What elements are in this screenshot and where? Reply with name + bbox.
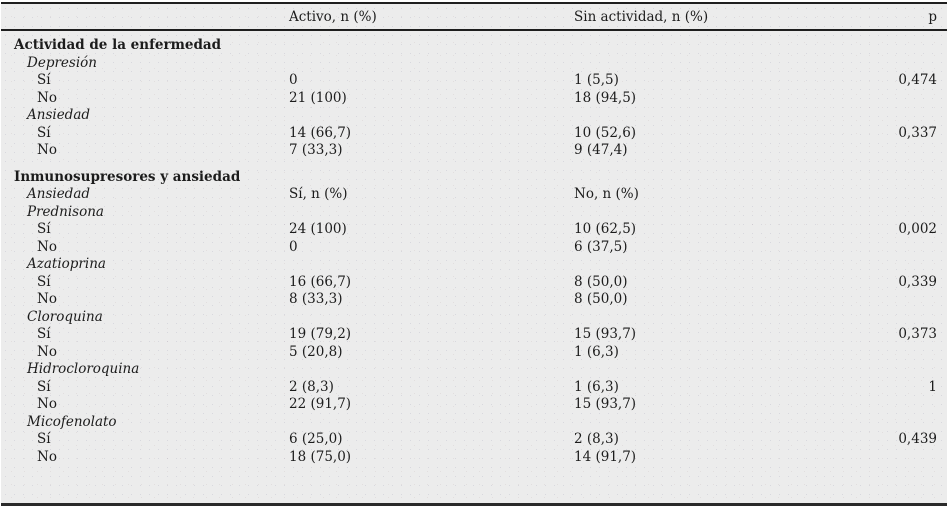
table-row: Azatioprina	[1, 256, 947, 274]
table-row: Sí 24 (100) 10 (62,5) 0,002	[1, 221, 947, 239]
section-header-row: Actividad de la enfermedad	[1, 37, 947, 55]
table-row: No 8 (33,3) 8 (50,0)	[1, 291, 947, 309]
cell-sin-actividad: 8 (50,0)	[574, 291, 628, 307]
table-row: Sí 16 (66,7) 8 (50,0) 0,339	[1, 274, 947, 292]
row-label: Sí	[37, 124, 51, 141]
cell-activo: 5 (20,8)	[289, 343, 343, 360]
results-table: Activo, n (%) Sin actividad, n (%) p Act…	[1, 2, 947, 506]
row-label: Sí	[37, 326, 51, 342]
table-row: No 5 (20,8) 1 (6,3)	[1, 344, 947, 362]
row-label: No	[37, 448, 57, 465]
table-row: No 18 (75,0) 14 (91,7)	[1, 449, 947, 467]
cell-sin-actividad: 14 (91,7)	[574, 448, 637, 465]
table-row: Prednisona	[1, 204, 947, 222]
cell-sin-actividad: 15 (93,7)	[574, 396, 637, 412]
cell-sin-actividad: No, n (%)	[574, 186, 639, 202]
row-label: Cloroquina	[27, 308, 103, 325]
section-title: Inmunosupresores y ansiedad	[14, 168, 241, 185]
cell-activo: 21 (100)	[289, 89, 347, 106]
cell-p-value: 0,002	[898, 221, 937, 237]
cell-p-value: 0,339	[898, 273, 937, 290]
cell-p-value: 0,474	[898, 72, 937, 88]
section-title: Actividad de la enfermedad	[14, 37, 222, 53]
cell-activo: 14 (66,7)	[289, 124, 352, 141]
table-row: No 7 (33,3) 9 (47,4)	[1, 142, 947, 160]
column-header-activo: Activo, n (%)	[289, 9, 377, 25]
cell-sin-actividad: 1 (6,3)	[574, 378, 619, 395]
table-row: Micofenolato	[1, 414, 947, 432]
cell-activo: 0	[289, 238, 298, 255]
cell-sin-actividad: 18 (94,5)	[574, 89, 637, 106]
table-row: Sí 0 1 (5,5) 0,474	[1, 72, 947, 90]
cell-p-value: 0,337	[898, 124, 937, 141]
table-row: Depresión	[1, 55, 947, 73]
table-row: Sí 2 (8,3) 1 (6,3) 1	[1, 379, 947, 397]
row-label: No	[37, 343, 57, 360]
row-label: Depresión	[27, 54, 97, 71]
table-row: Sí 14 (66,7) 10 (52,6) 0,337	[1, 125, 947, 143]
table-row: No 22 (91,7) 15 (93,7)	[1, 396, 947, 414]
row-label: Sí	[37, 72, 51, 88]
row-label: No	[37, 291, 57, 307]
cell-p-value: 0,373	[898, 326, 937, 342]
cell-activo: 22 (91,7)	[289, 396, 352, 412]
row-label: Azatioprina	[27, 256, 106, 272]
row-label: Sí	[37, 431, 51, 447]
table-row: No 21 (100) 18 (94,5)	[1, 90, 947, 108]
cell-sin-actividad: 8 (50,0)	[574, 273, 628, 290]
cell-activo: 24 (100)	[289, 221, 347, 237]
row-label: Hidrocloroquina	[27, 361, 140, 377]
column-header-sin-actividad: Sin actividad, n (%)	[574, 9, 709, 25]
cell-activo: 18 (75,0)	[289, 448, 352, 465]
cell-activo: 0	[289, 72, 298, 88]
cell-activo: Sí, n (%)	[289, 186, 348, 202]
cell-activo: 2 (8,3)	[289, 378, 334, 395]
cell-sin-actividad: 9 (47,4)	[574, 142, 628, 158]
cell-sin-actividad: 15 (93,7)	[574, 326, 637, 342]
cell-p-value: 0,439	[898, 431, 937, 447]
cell-activo: 7 (33,3)	[289, 142, 343, 158]
row-label: Ansiedad	[27, 186, 91, 202]
cell-sin-actividad: 1 (6,3)	[574, 343, 619, 360]
column-header-p: p	[928, 9, 937, 25]
row-label: Sí	[37, 273, 51, 290]
table-row: Ansiedad	[1, 107, 947, 125]
cell-sin-actividad: 6 (37,5)	[574, 238, 628, 255]
table-body: Actividad de la enfermedad Depresión Sí 0 1 …	[1, 31, 947, 478]
table-row: Ansiedad Sí, n (%) No, n (%)	[1, 186, 947, 204]
cell-sin-actividad: 10 (52,6)	[574, 124, 637, 141]
row-label: Sí	[37, 378, 51, 395]
row-label: No	[37, 89, 57, 106]
table-row: Cloroquina	[1, 309, 947, 327]
section-header-row: Inmunosupresores y ansiedad	[1, 169, 947, 187]
cell-p-value: 1	[928, 378, 937, 395]
table-header-row: Activo, n (%) Sin actividad, n (%) p	[1, 4, 947, 31]
row-label: Prednisona	[27, 203, 104, 220]
row-label: No	[37, 238, 57, 255]
cell-sin-actividad: 10 (62,5)	[574, 221, 637, 237]
row-label: No	[37, 142, 57, 158]
cell-activo: 8 (33,3)	[289, 291, 343, 307]
table-row: Hidrocloroquina	[1, 361, 947, 379]
cell-sin-actividad: 2 (8,3)	[574, 431, 619, 447]
cell-activo: 19 (79,2)	[289, 326, 352, 342]
row-label: Micofenolato	[27, 413, 117, 430]
table-row: Sí 19 (79,2) 15 (93,7) 0,373	[1, 326, 947, 344]
cell-sin-actividad: 1 (5,5)	[574, 72, 619, 88]
table-row: Sí 6 (25,0) 2 (8,3) 0,439	[1, 431, 947, 449]
row-label: No	[37, 396, 57, 412]
cell-activo: 6 (25,0)	[289, 431, 343, 447]
row-label: Sí	[37, 221, 51, 237]
cell-activo: 16 (66,7)	[289, 273, 352, 290]
row-label: Ansiedad	[27, 107, 91, 123]
table-row: No 0 6 (37,5)	[1, 239, 947, 257]
